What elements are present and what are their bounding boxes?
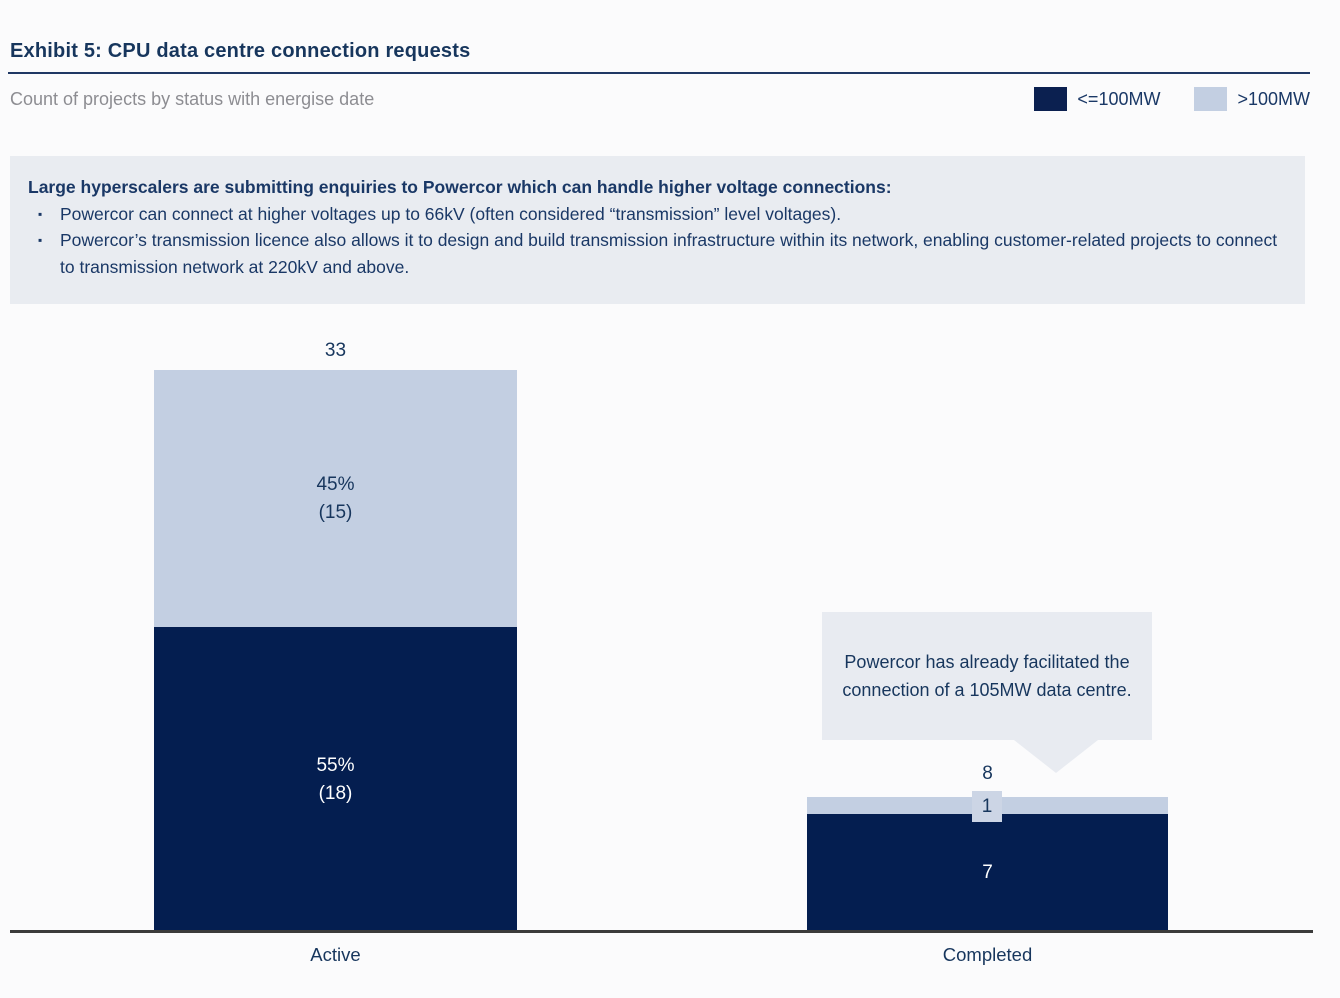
- legend-item-gt100mw: >100MW: [1194, 87, 1310, 111]
- square-bullet-icon: ▪: [38, 233, 43, 247]
- completed-bar-total-label: 8: [982, 763, 993, 784]
- title-divider: [8, 72, 1310, 74]
- legend-item-le100mw: <=100MW: [1034, 87, 1160, 111]
- category-label-active: Active: [310, 944, 361, 965]
- completed-upper-value-label: 1: [972, 791, 1002, 822]
- chart-subtitle: Count of projects by status with energis…: [10, 89, 375, 109]
- info-box: Large hyperscalers are submitting enquir…: [10, 156, 1305, 304]
- callout-text: Powercor has already facilitated the con…: [842, 651, 1132, 701]
- info-bullet-2-text: Powercor’s transmission licence also all…: [60, 230, 1278, 277]
- active-upper-count-label: (15): [318, 501, 353, 523]
- info-bullet-1-text: Powercor can connect at higher voltages …: [60, 203, 842, 224]
- callout-tail-icon: [1014, 740, 1098, 773]
- completed-bar-le100mw-segment: 7: [807, 814, 1168, 932]
- callout-box: Powercor has already facilitated the con…: [822, 612, 1152, 740]
- chart-legend: <=100MW >100MW: [1034, 87, 1310, 111]
- square-bullet-icon: ▪: [38, 206, 43, 221]
- legend-label-le100mw: <=100MW: [1077, 88, 1161, 109]
- x-axis-line: [10, 930, 1313, 933]
- legend-swatch-light-icon: [1194, 87, 1228, 111]
- legend-swatch-dark-icon: [1034, 87, 1068, 111]
- category-label-completed: Completed: [942, 944, 1033, 965]
- page-title: Exhibit 5: CPU data centre connection re…: [10, 40, 471, 62]
- info-box-heading: Large hyperscalers are submitting enquir…: [28, 177, 892, 197]
- completed-lower-value-label: 7: [982, 862, 993, 883]
- info-bullet-1: ▪ Powercor can connect at higher voltage…: [28, 201, 1281, 228]
- info-bullet-2: ▪ Powercor’s transmission licence also a…: [28, 227, 1281, 280]
- legend-label-gt100mw: >100MW: [1237, 88, 1310, 109]
- active-lower-count-label: (18): [318, 782, 353, 804]
- active-bar-gt100mw-segment: 45% (15): [154, 370, 517, 627]
- active-upper-pct-label: 45%: [316, 473, 355, 495]
- active-lower-pct-label: 55%: [316, 754, 355, 776]
- active-bar-total-label: 33: [324, 340, 347, 361]
- completed-upper-value-text: 1: [981, 795, 993, 817]
- active-bar-le100mw-segment: 55% (18): [154, 627, 517, 932]
